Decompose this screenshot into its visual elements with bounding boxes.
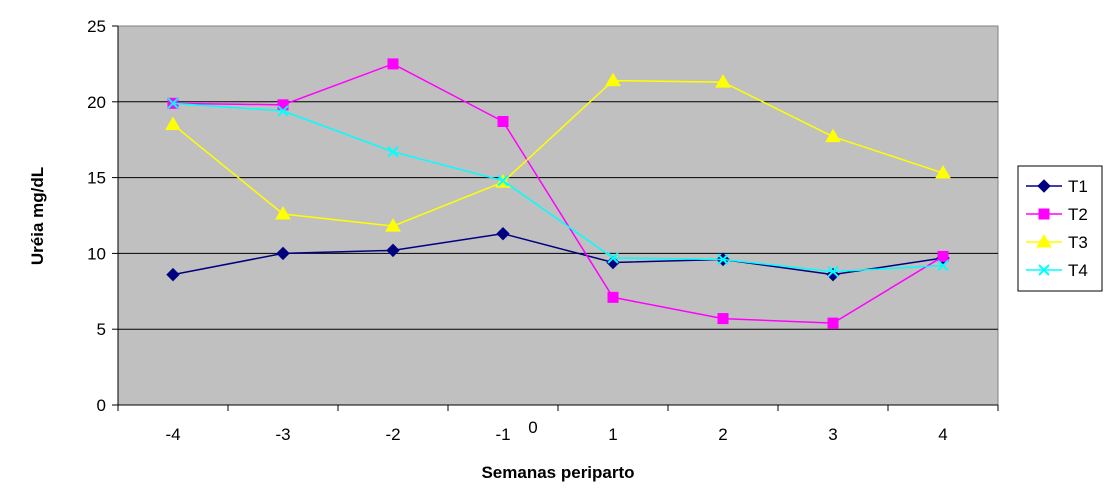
series-layer — [165, 58, 951, 329]
series-line-t1 — [172, 232, 944, 276]
data-point-t2 — [497, 116, 509, 128]
data-point-t4 — [827, 265, 839, 278]
data-point-t1 — [276, 246, 290, 261]
data-point-t1 — [606, 255, 620, 270]
legend-box — [1017, 165, 1103, 292]
y-tick-label: 10 — [87, 244, 106, 263]
x-tick-label: 2 — [718, 425, 727, 444]
legend-marker-t4 — [1038, 264, 1050, 276]
series-line-t4 — [172, 102, 944, 273]
x-tick-label: -3 — [275, 425, 290, 444]
data-point-t3 — [825, 128, 841, 143]
data-point-t4-stroke — [387, 146, 399, 158]
data-point-t3 — [605, 72, 621, 87]
data-point-t1 — [166, 267, 180, 282]
data-point-t4-stroke — [497, 174, 509, 187]
legend-label-t3: T3 — [1068, 233, 1088, 252]
x-tick-label: 3 — [828, 425, 837, 444]
series-line-t2 — [172, 63, 944, 324]
data-point-t3 — [275, 205, 291, 220]
y-tick-label: 5 — [97, 320, 106, 339]
gridlines — [118, 101, 998, 330]
x-axis-title: Semanas periparto — [481, 463, 634, 482]
legend-marker-t1 — [1037, 179, 1051, 193]
data-point-t2 — [387, 58, 399, 70]
data-point-t4-stroke — [717, 253, 729, 266]
data-point-t4 — [717, 253, 729, 266]
data-point-t4 — [387, 146, 399, 158]
data-point-t1 — [386, 243, 400, 258]
data-point-t4 — [277, 105, 289, 117]
data-point-t4-stroke — [167, 97, 179, 110]
legend-label-t1: T1 — [1068, 177, 1088, 196]
data-point-t2 — [607, 291, 619, 303]
axes: 0 5 10 15 20 25 -4 -3 -2 -1 1 2 3 4 0 — [87, 17, 999, 444]
legend-marker-t4-stroke — [1038, 264, 1050, 276]
legend: T1 T2 T3 T4 — [1017, 165, 1103, 292]
data-point-t4 — [937, 259, 949, 272]
x-tick-label: 1 — [608, 425, 617, 444]
x-tick-label: -2 — [385, 425, 400, 444]
data-point-t1 — [496, 226, 510, 241]
y-tick-label: 25 — [87, 17, 106, 36]
series-t4 — [167, 97, 949, 278]
legend-marker-t2 — [1038, 208, 1050, 220]
data-point-t2 — [717, 313, 729, 325]
plot-background — [117, 25, 999, 406]
data-point-t4-stroke — [827, 265, 839, 278]
x-tick-label: 4 — [938, 425, 947, 444]
data-point-t3 — [935, 165, 951, 179]
x-tick-label: -1 — [495, 425, 510, 444]
series-t2 — [167, 58, 949, 329]
data-point-t2 — [827, 317, 839, 329]
legend-label-t4: T4 — [1068, 261, 1088, 280]
data-point-t3 — [715, 74, 731, 88]
x-axis-zero-label: 0 — [528, 418, 537, 437]
data-point-t4-stroke — [937, 259, 949, 272]
y-tick-label: 0 — [97, 396, 106, 415]
y-tick-label: 20 — [87, 93, 106, 112]
data-point-t2 — [937, 250, 949, 262]
legend-marker-t3 — [1036, 234, 1052, 248]
data-point-t4 — [497, 174, 509, 187]
y-axis-title: Uréia mg/dL — [28, 167, 47, 265]
data-point-t4-stroke — [607, 252, 619, 264]
series-line-t3 — [172, 79, 944, 227]
legend-label-t2: T2 — [1068, 205, 1088, 224]
x-tick-label: -4 — [165, 425, 180, 444]
data-point-t4 — [607, 252, 619, 264]
data-point-t3 — [385, 218, 401, 232]
data-point-t4 — [167, 97, 179, 110]
y-tick-label: 15 — [87, 169, 106, 188]
data-point-t3 — [165, 116, 181, 131]
data-point-t4-stroke — [277, 105, 289, 117]
